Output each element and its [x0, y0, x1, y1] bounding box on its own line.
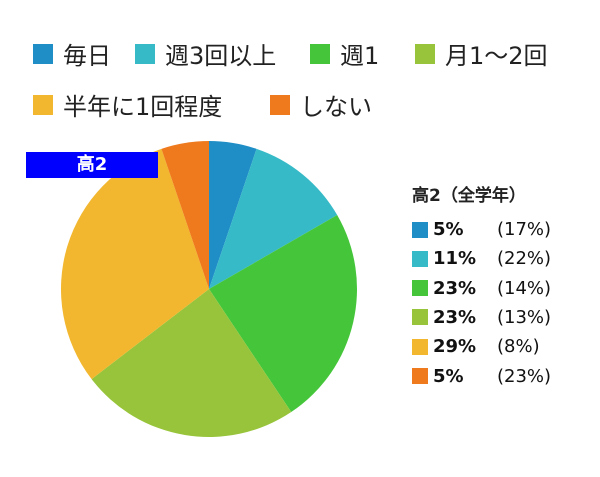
legend-item: 毎日 — [33, 36, 111, 71]
pie-slice — [91, 289, 292, 437]
pie-slice — [209, 148, 338, 289]
legend-swatch — [310, 43, 330, 64]
legend-title: 高2（全学年） — [412, 186, 526, 206]
value-legend-row: 5% (23%) — [412, 366, 551, 387]
legend-swatch — [412, 368, 428, 384]
legend-swatch — [412, 309, 428, 326]
value-legend-row: 23% (14%) — [412, 278, 551, 299]
pie-slice — [209, 141, 257, 289]
legend-label: 週1 — [340, 42, 380, 70]
all-grades-value: (8%) — [497, 336, 540, 358]
value-legend-row: 11% (22%) — [412, 248, 551, 269]
all-grades-value: (14%) — [497, 277, 552, 299]
value-legend-row: 29% (8%) — [412, 336, 540, 357]
slice-value: 11% — [433, 248, 477, 270]
legend-swatch — [412, 221, 428, 238]
legend-label: 月1〜2回 — [445, 42, 548, 70]
all-grades-value: (22%) — [497, 248, 552, 270]
pie-slice — [61, 148, 209, 380]
slice-value: 29% — [433, 336, 477, 358]
legend-swatch — [412, 280, 428, 297]
legend-item: 月1〜2回 — [415, 36, 548, 71]
legend-label: しない — [300, 93, 372, 121]
legend-item: しない — [270, 87, 372, 122]
slice-value: 23% — [433, 277, 477, 299]
legend-swatch — [33, 43, 53, 64]
legend-swatch — [412, 338, 428, 355]
legend-swatch — [33, 94, 53, 115]
all-grades-value: (13%) — [497, 306, 552, 328]
legend-item: 半年に1回程度 — [33, 87, 222, 122]
legend-swatch — [415, 43, 435, 64]
legend-label: 半年に1回程度 — [63, 93, 223, 121]
slice-value: 5% — [433, 219, 464, 240]
all-grades-value: (23%) — [497, 365, 552, 387]
value-legend-row: 5% (17%) — [412, 219, 551, 240]
all-grades-value: (17%) — [497, 219, 552, 240]
legend-swatch — [270, 94, 290, 115]
legend-label: 週3回以上 — [165, 42, 277, 70]
pie-slice — [161, 141, 209, 289]
legend-swatch — [135, 43, 155, 64]
pie-slice — [209, 215, 357, 413]
slice-value: 5% — [433, 365, 464, 387]
value-legend-row: 23% (13%) — [412, 307, 551, 328]
grade-badge: 高2 — [26, 152, 158, 178]
legend-label: 毎日 — [63, 42, 111, 70]
legend-item: 週1 — [310, 36, 379, 71]
legend-swatch — [412, 250, 428, 267]
slice-value: 23% — [433, 306, 477, 328]
legend-item: 週3回以上 — [135, 36, 276, 71]
